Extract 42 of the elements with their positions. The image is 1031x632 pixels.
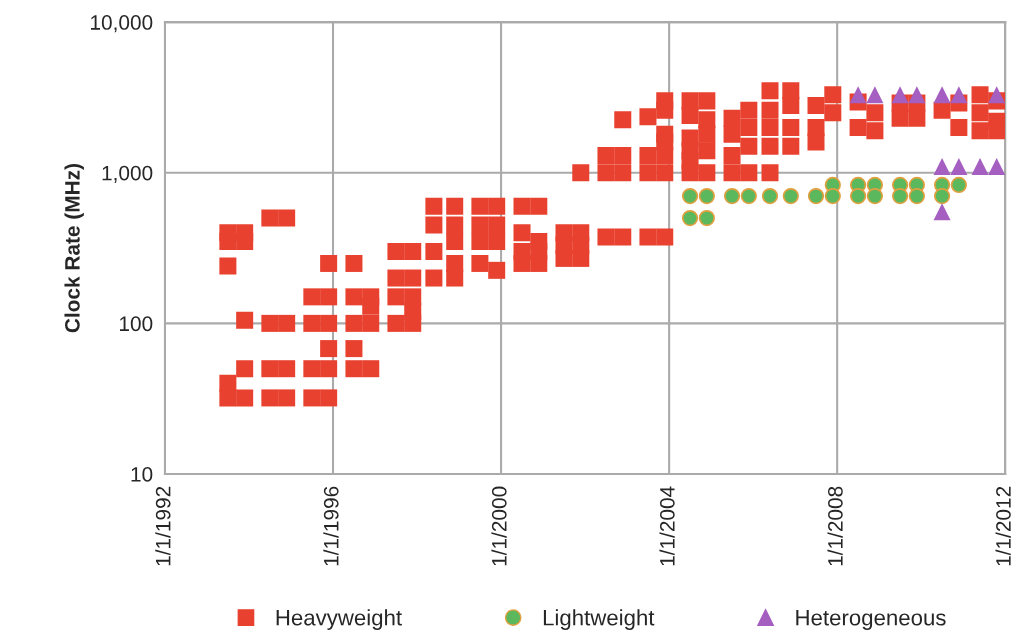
point <box>824 187 841 205</box>
y-tick-label: 10 <box>131 467 153 482</box>
point <box>950 86 968 104</box>
point <box>891 86 909 104</box>
legend-label: Heterogeneous <box>796 610 946 630</box>
point <box>933 187 951 205</box>
point <box>740 187 757 205</box>
legend-label: Lightweight <box>543 609 655 630</box>
point <box>950 158 968 176</box>
point <box>908 187 926 205</box>
point <box>698 187 715 205</box>
point <box>782 187 799 205</box>
y-tick-label: 1,000 <box>102 165 153 183</box>
point <box>723 187 741 205</box>
point <box>988 86 1006 104</box>
legend-label: Heavyweight <box>276 609 402 630</box>
point <box>908 86 926 104</box>
point <box>950 176 967 194</box>
point <box>698 209 715 227</box>
x-tick-label: 1/1/1992 <box>155 486 171 566</box>
point <box>891 187 909 205</box>
y-tick-label: 100 <box>119 316 153 332</box>
point <box>681 209 699 227</box>
y-axis-title: Clock Rate (MHz) <box>64 164 84 333</box>
point <box>933 158 951 176</box>
point <box>681 187 699 205</box>
point <box>761 187 779 205</box>
point <box>933 203 951 221</box>
point <box>849 187 867 205</box>
point <box>866 86 884 104</box>
point <box>988 158 1006 176</box>
x-tick-label: 1/1/2004 <box>659 486 675 566</box>
y-tick-label: 10,000 <box>91 15 153 33</box>
x-tick-label: 1/1/2008 <box>827 486 843 566</box>
point <box>866 187 884 205</box>
point <box>933 86 951 104</box>
x-tick-label: 1/1/1996 <box>323 486 339 566</box>
point <box>971 158 989 176</box>
point <box>807 187 825 205</box>
x-tick-label: 1/1/2000 <box>491 486 507 566</box>
point <box>849 86 867 104</box>
x-tick-label: 1/1/2012 <box>995 486 1011 566</box>
